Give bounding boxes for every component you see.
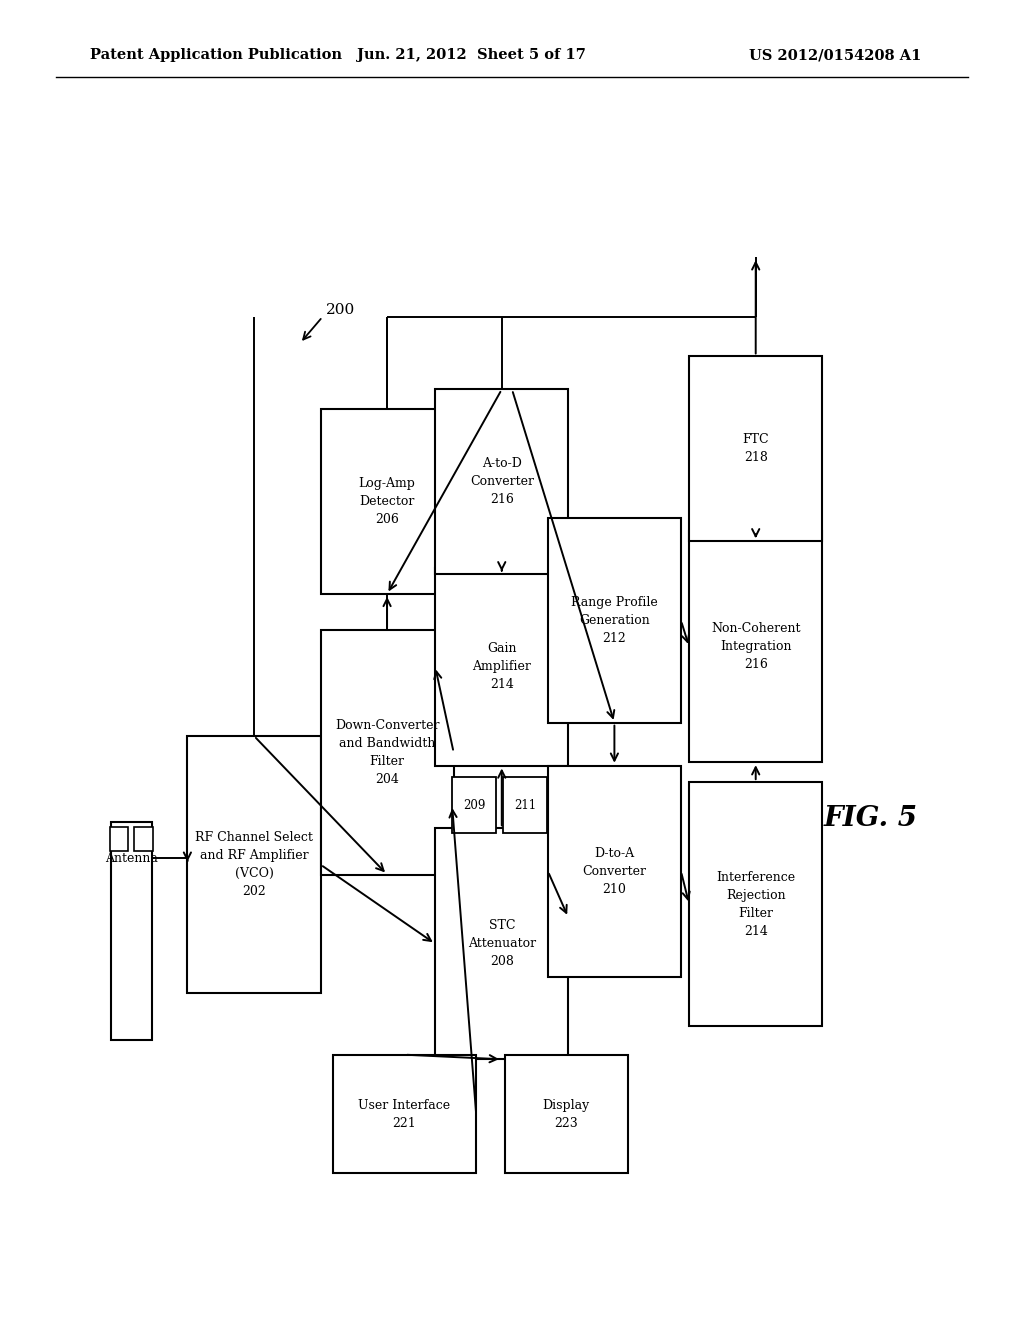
FancyBboxPatch shape: [435, 568, 568, 766]
FancyBboxPatch shape: [548, 766, 681, 977]
Text: Antenna: Antenna: [104, 851, 158, 865]
Text: User Interface
221: User Interface 221: [358, 1098, 451, 1130]
Text: US 2012/0154208 A1: US 2012/0154208 A1: [750, 49, 922, 62]
FancyBboxPatch shape: [321, 409, 454, 594]
FancyBboxPatch shape: [548, 517, 681, 722]
FancyBboxPatch shape: [321, 631, 454, 874]
Text: Log-Amp
Detector
206: Log-Amp Detector 206: [358, 477, 416, 527]
Text: FIG. 5: FIG. 5: [823, 805, 918, 832]
Text: 209: 209: [463, 799, 485, 812]
FancyBboxPatch shape: [110, 826, 128, 851]
Text: 200: 200: [326, 304, 355, 317]
Text: Interference
Rejection
Filter
214: Interference Rejection Filter 214: [716, 871, 796, 937]
Text: Gain
Amplifier
214: Gain Amplifier 214: [472, 642, 531, 692]
Text: 211: 211: [514, 799, 537, 812]
Text: STC
Attenuator
208: STC Attenuator 208: [468, 919, 536, 969]
FancyBboxPatch shape: [187, 737, 321, 993]
FancyBboxPatch shape: [689, 356, 822, 541]
Text: Range Profile
Generation
212: Range Profile Generation 212: [571, 595, 657, 645]
Text: A-to-D
Converter
216: A-to-D Converter 216: [470, 457, 534, 507]
FancyBboxPatch shape: [333, 1055, 476, 1173]
FancyBboxPatch shape: [505, 1055, 628, 1173]
Text: D-to-A
Converter
210: D-to-A Converter 210: [583, 846, 646, 896]
FancyBboxPatch shape: [689, 532, 822, 763]
FancyBboxPatch shape: [689, 781, 822, 1027]
FancyBboxPatch shape: [435, 389, 568, 574]
FancyBboxPatch shape: [134, 826, 153, 851]
FancyBboxPatch shape: [504, 777, 547, 833]
FancyBboxPatch shape: [435, 829, 568, 1059]
Text: Non-Coherent
Integration
216: Non-Coherent Integration 216: [711, 622, 801, 672]
Text: Patent Application Publication: Patent Application Publication: [90, 49, 342, 62]
Text: Down-Converter
and Bandwidth
Filter
204: Down-Converter and Bandwidth Filter 204: [335, 719, 439, 785]
Text: FTC
218: FTC 218: [742, 433, 769, 465]
FancyBboxPatch shape: [111, 821, 152, 1040]
Text: Display
223: Display 223: [543, 1098, 590, 1130]
Text: Jun. 21, 2012  Sheet 5 of 17: Jun. 21, 2012 Sheet 5 of 17: [356, 49, 586, 62]
FancyBboxPatch shape: [453, 777, 496, 833]
Text: RF Channel Select
and RF Amplifier
(VCO)
202: RF Channel Select and RF Amplifier (VCO)…: [195, 832, 313, 898]
